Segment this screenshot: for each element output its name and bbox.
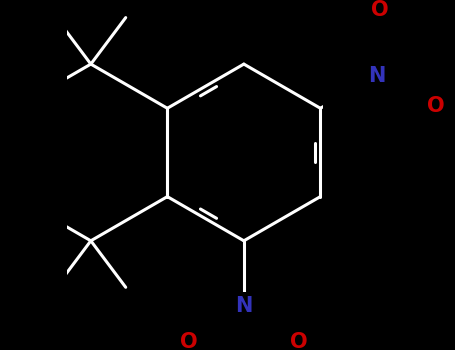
Text: O: O: [180, 332, 197, 350]
Text: N: N: [235, 296, 253, 316]
Text: N: N: [368, 66, 385, 86]
Text: O: O: [427, 96, 444, 116]
Text: O: O: [371, 0, 389, 20]
Text: O: O: [290, 332, 308, 350]
